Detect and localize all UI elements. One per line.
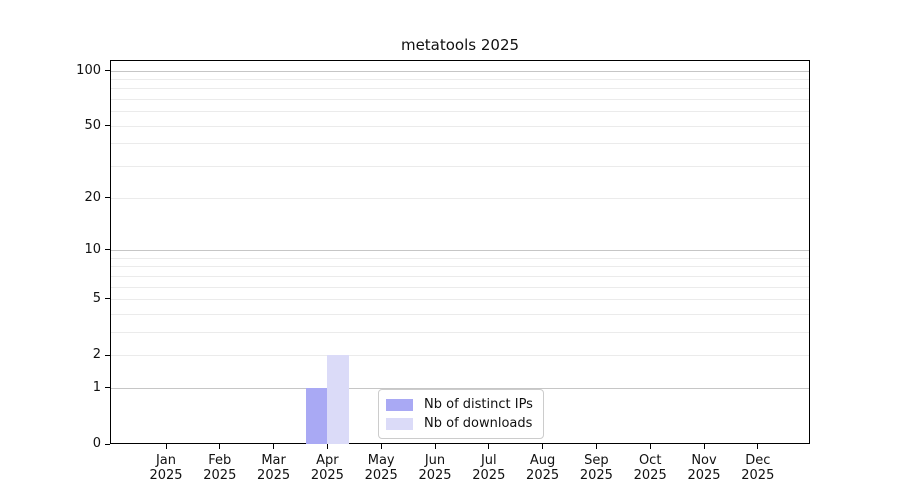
y-gridline (111, 99, 809, 101)
y-tick-mark (105, 125, 110, 127)
x-tick-label-line: 2025 (526, 468, 560, 483)
y-tick-mark (105, 70, 110, 71)
y-gridline (111, 70, 809, 72)
x-tick-label-line: Jun (424, 453, 446, 468)
y-gridline (111, 331, 809, 333)
y-gridline (111, 111, 809, 113)
x-tick-label-line: Dec (745, 453, 771, 468)
x-tick-label-line: 2025 (633, 468, 667, 483)
x-tick-label-line: 2025 (687, 468, 721, 483)
y-tick-label: 1 (92, 379, 101, 395)
x-tick-mark (649, 444, 651, 449)
legend-label-distinct-ips: Nb of distinct IPs (424, 397, 533, 412)
x-tick-label-line: 2025 (472, 468, 506, 483)
y-gridline (111, 298, 809, 300)
y-tick-mark (105, 354, 110, 356)
x-tick-label-line: Oct (638, 453, 662, 468)
x-tick-label-line: 2025 (364, 468, 398, 483)
x-tick-mark (703, 444, 705, 449)
x-tick-label-line: 2025 (579, 468, 613, 483)
legend-label-downloads: Nb of downloads (424, 416, 533, 431)
legend: Nb of distinct IPs Nb of downloads (378, 389, 544, 439)
y-gridline (111, 88, 809, 90)
y-tick-label: 10 (84, 241, 101, 257)
bar-downloads (327, 355, 349, 444)
x-tick-label: Apr 2025 (295, 453, 359, 483)
y-tick-label: 5 (92, 290, 101, 306)
y-tick-label: 50 (84, 117, 101, 133)
y-tick-label: 20 (84, 189, 101, 205)
x-tick-label-line: 2025 (203, 468, 237, 483)
y-tick-label: 0 (92, 436, 101, 451)
y-gridline (111, 275, 809, 277)
y-gridline (111, 355, 809, 357)
x-tick-mark (434, 444, 436, 449)
bar-distinct-ips (305, 387, 328, 444)
plot-area (110, 60, 810, 444)
y-gridline (111, 266, 809, 268)
x-tick-label-line: Mar (261, 453, 286, 468)
x-tick-label: Feb 2025 (188, 453, 252, 483)
x-tick-label-line: 2025 (310, 468, 344, 483)
x-tick-label-line: Jan (155, 453, 177, 468)
x-tick-label: Mar 2025 (242, 453, 306, 483)
y-tick-label: 100 (76, 62, 101, 78)
chart-title: metatools 2025 (400, 36, 520, 54)
y-gridline (111, 286, 809, 288)
x-tick-label-line: Feb (208, 453, 232, 468)
y-tick-mark (105, 197, 110, 199)
x-tick-mark (273, 444, 275, 449)
x-tick-label: Jul 2025 (457, 453, 521, 483)
x-tick-mark (380, 444, 382, 449)
x-tick-label: Dec 2025 (726, 453, 790, 483)
x-tick-label-line: Apr (316, 453, 339, 468)
y-gridline (111, 249, 809, 251)
x-tick-mark (165, 444, 167, 449)
y-gridline (111, 125, 809, 127)
x-tick-label-line: Jul (480, 453, 497, 468)
x-tick-mark (542, 444, 544, 449)
x-tick-label-line: Nov (691, 453, 717, 468)
x-tick-label-line: 2025 (418, 468, 452, 483)
x-tick-mark (326, 444, 328, 449)
x-tick-mark (219, 444, 221, 449)
y-tick-mark (105, 387, 110, 389)
x-tick-mark (595, 444, 597, 449)
x-tick-label: May 2025 (349, 453, 413, 483)
x-tick-label: Jan 2025 (134, 453, 198, 483)
y-tick-label: 2 (92, 347, 101, 363)
x-tick-label-line: 2025 (741, 468, 775, 483)
x-tick-label-line: Aug (529, 453, 556, 468)
x-tick-label: Jun 2025 (403, 453, 467, 483)
x-tick-label: Oct 2025 (618, 453, 682, 483)
x-tick-mark (488, 444, 490, 449)
x-tick-label-line: Sep (584, 453, 609, 468)
legend-swatch-downloads-icon (386, 417, 413, 430)
x-tick-label-line: 2025 (149, 468, 183, 483)
x-tick-mark (757, 444, 759, 449)
y-tick-mark (105, 443, 110, 445)
y-gridline (111, 78, 809, 80)
y-tick-mark (105, 298, 110, 300)
legend-item-downloads: Nb of downloads (386, 414, 535, 433)
x-tick-label-line: May (367, 453, 395, 468)
x-tick-label-line: 2025 (257, 468, 291, 483)
x-tick-label: Aug 2025 (511, 453, 575, 483)
y-tick-mark (105, 249, 110, 251)
y-gridline (111, 143, 809, 145)
y-gridline (111, 313, 809, 315)
y-gridline (111, 257, 809, 259)
legend-swatch-distinct-ips-icon (386, 398, 413, 411)
y-gridline (111, 387, 809, 389)
y-gridline (111, 166, 809, 168)
legend-item-distinct-ips: Nb of distinct IPs (386, 395, 535, 414)
x-tick-label: Nov 2025 (672, 453, 736, 483)
y-gridline (111, 197, 809, 199)
x-tick-label: Sep 2025 (564, 453, 628, 483)
